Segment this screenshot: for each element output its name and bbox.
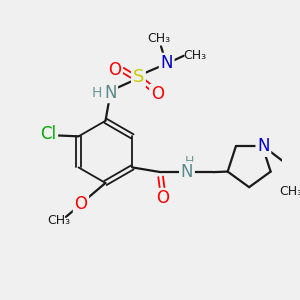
Text: H: H (92, 85, 102, 100)
Text: CH₃: CH₃ (279, 185, 300, 198)
Text: CH₃: CH₃ (148, 32, 171, 45)
Text: N: N (160, 54, 173, 72)
Text: N: N (181, 163, 193, 181)
Text: Cl: Cl (40, 124, 56, 142)
Text: O: O (108, 61, 122, 79)
Text: O: O (74, 195, 88, 213)
Text: S: S (133, 68, 144, 86)
Text: O: O (151, 85, 164, 103)
Text: CH₃: CH₃ (183, 49, 206, 62)
Text: N: N (257, 137, 270, 155)
Text: H: H (185, 155, 194, 168)
Text: N: N (104, 84, 116, 102)
Text: O: O (156, 190, 169, 208)
Text: CH₃: CH₃ (47, 214, 70, 227)
